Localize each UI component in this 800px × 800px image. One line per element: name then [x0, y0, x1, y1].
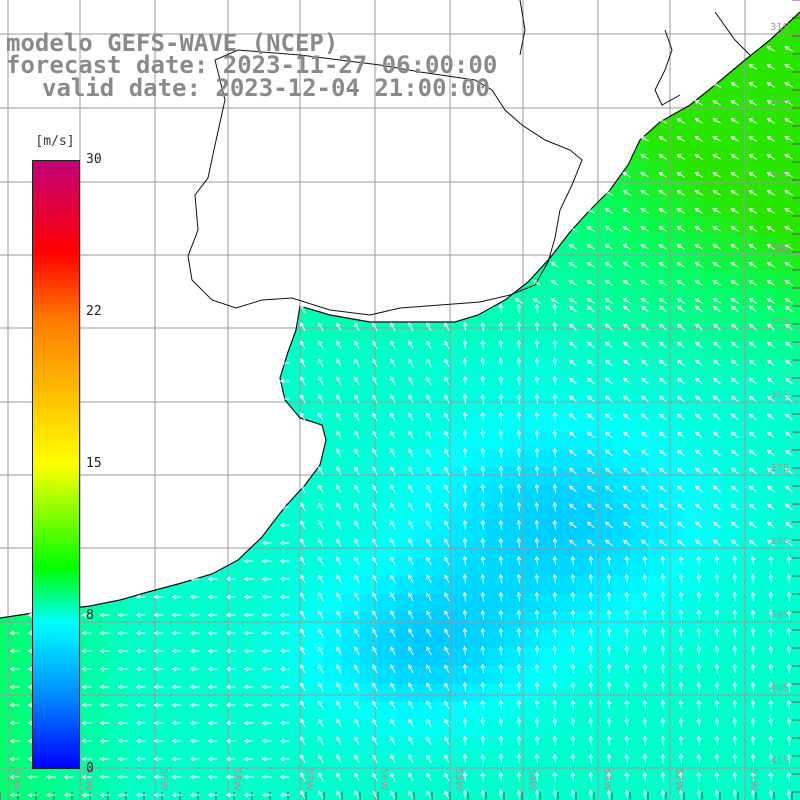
lon-label: 54W	[526, 768, 537, 791]
lat-label: 31S	[770, 22, 789, 33]
colorbar-tick: 22	[86, 304, 102, 319]
wind-vectors	[9, 46, 794, 800]
lon-label: 56W	[378, 768, 389, 791]
lon-label: 58W	[231, 768, 242, 791]
colorbar-tick: 15	[86, 456, 102, 471]
colorbar-tick: 8	[86, 608, 94, 623]
forecast-date: forecast date: 2023-11-27 06:00:00	[6, 51, 498, 79]
lon-label: 59W	[158, 768, 169, 791]
lat-label: 32S	[770, 96, 789, 107]
colorbar-unit: [m/s]	[35, 134, 75, 149]
lat-label: 37S	[770, 463, 789, 474]
lat-label: 35S	[770, 316, 789, 327]
colorbar-tick: 0	[86, 761, 94, 776]
valid-date: valid date: 2023-12-04 21:00:00	[42, 74, 490, 102]
axis-labels: 61W 60W 59W 58W 57W 56W 55W 54W 53W 52W 51W 31S 32S 3…	[11, 22, 789, 791]
land-mask	[0, 0, 800, 618]
lat-label: 33S	[770, 170, 789, 181]
colorbar-tick: 30	[86, 152, 102, 167]
lat-label: 39S	[770, 610, 789, 621]
colorbar	[32, 160, 80, 769]
lat-label: 36S	[770, 390, 789, 401]
lon-label: 55W	[453, 768, 464, 791]
lon-label: 61W	[11, 768, 22, 791]
lon-label: 53W	[601, 768, 612, 791]
coastline	[0, 0, 800, 619]
lat-label: 40S	[770, 683, 789, 694]
map-title: modelo GEFS-WAVE (NCEP)	[6, 29, 339, 57]
lat-label: 34S	[770, 243, 789, 254]
lat-label: 38S	[770, 536, 789, 547]
lat-label: 41S	[770, 756, 789, 767]
lon-label: 60W	[83, 768, 94, 791]
lon-label: 51W	[748, 768, 759, 791]
lon-label: 52W	[673, 768, 684, 791]
lon-label: 57W	[303, 768, 314, 791]
